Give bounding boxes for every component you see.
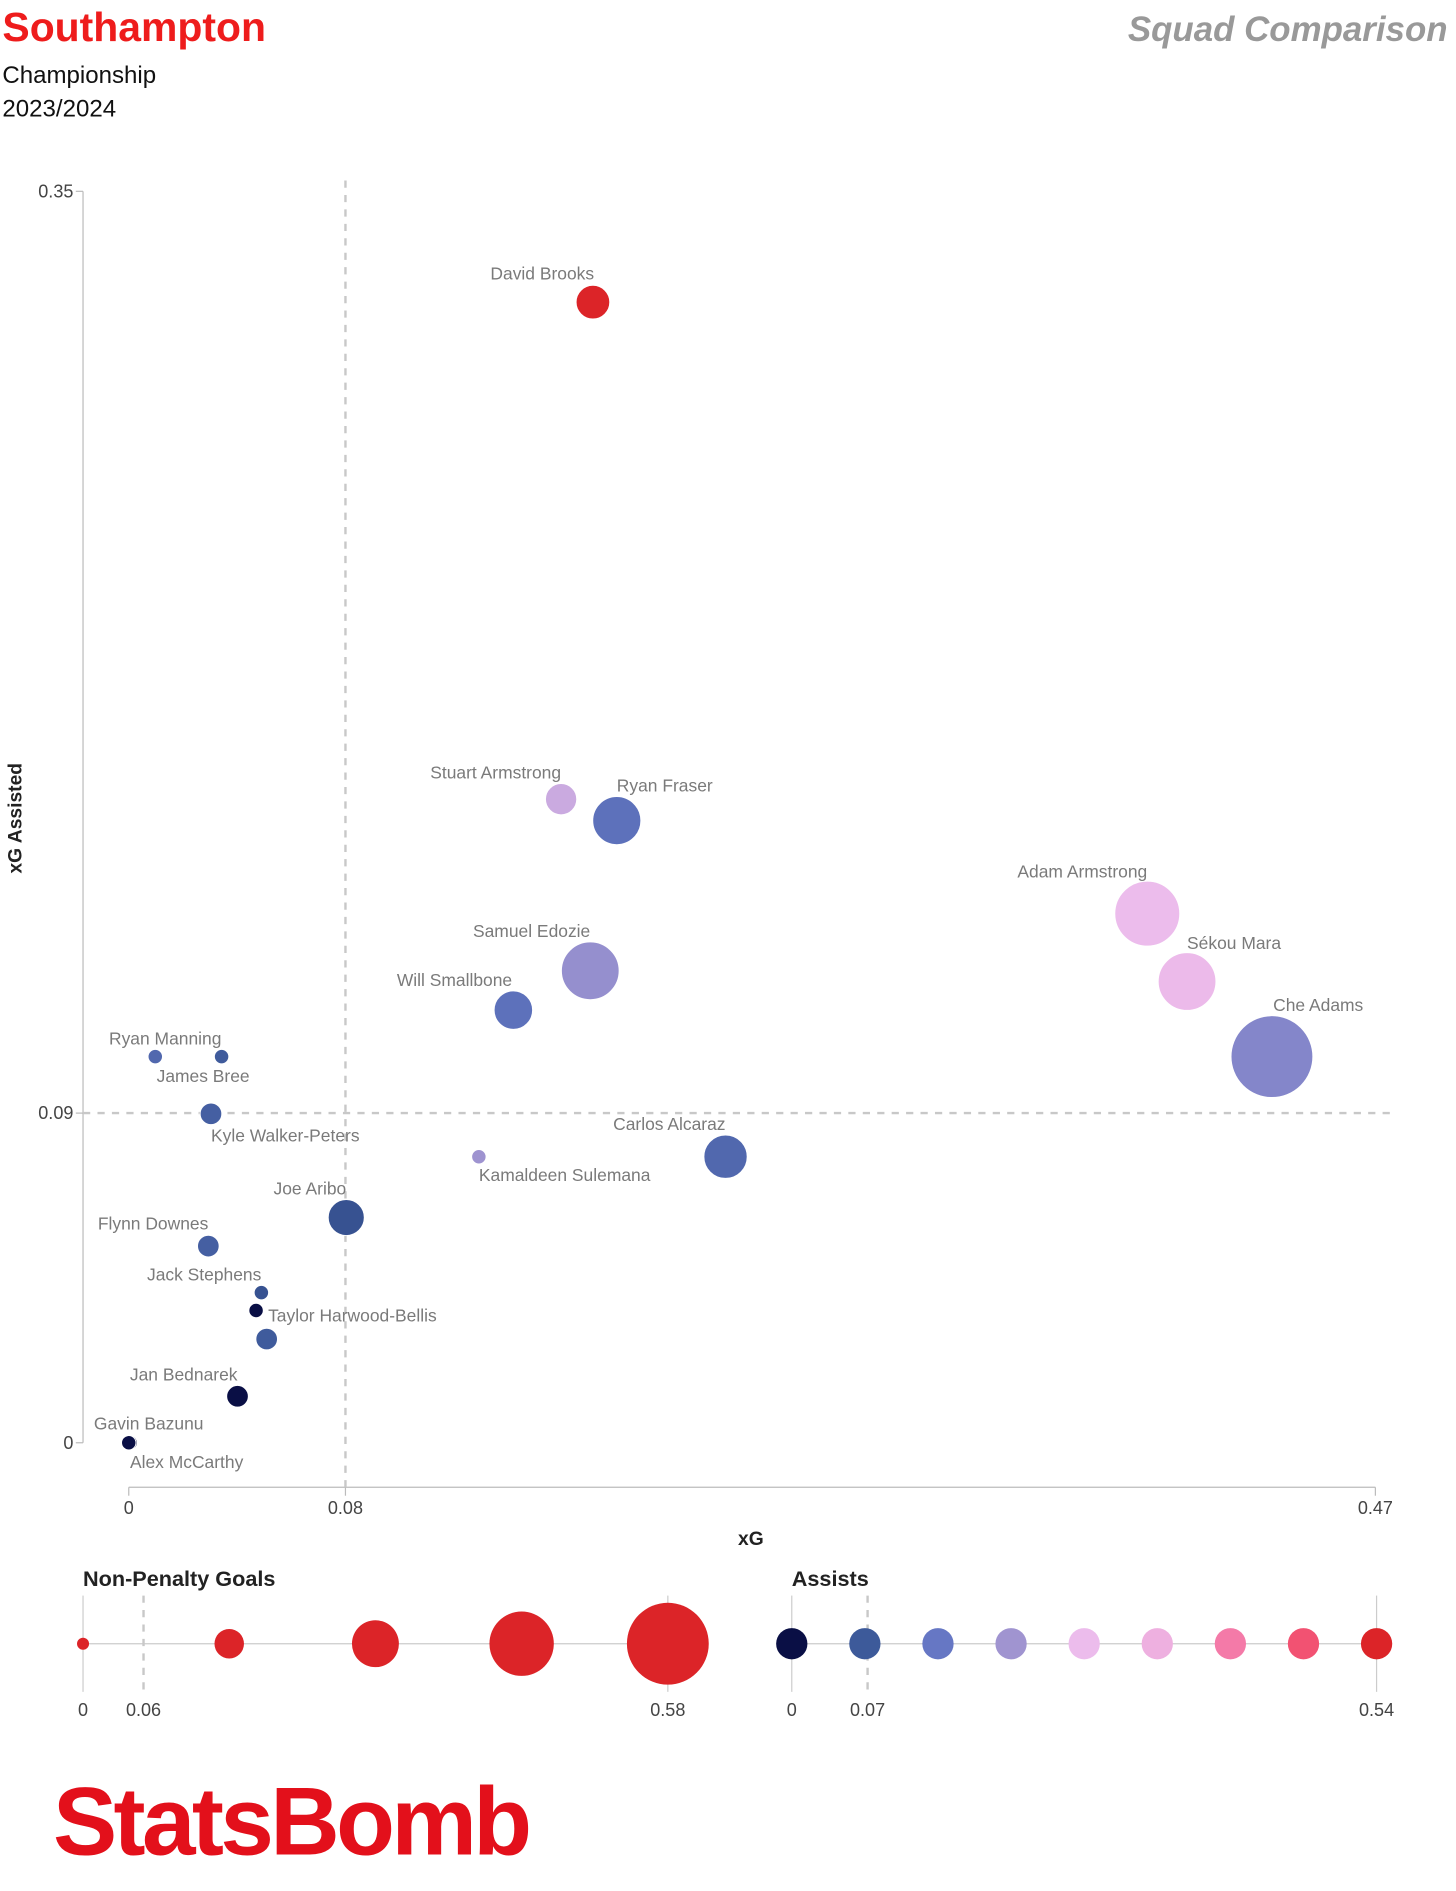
player-point xyxy=(575,284,611,320)
legend-color-swatch xyxy=(776,1628,808,1660)
player-label: Kyle Walker-Peters xyxy=(211,1125,360,1145)
legend-color-mean-label: 0.07 xyxy=(850,1700,885,1720)
legend-size-title: Non-Penalty Goals xyxy=(83,1566,275,1591)
legend-color-swatch xyxy=(1141,1628,1173,1660)
legend-size-circle xyxy=(214,1628,244,1659)
legend-size-max-label: 0.58 xyxy=(650,1700,685,1720)
player-label: Jack Stephens xyxy=(147,1265,262,1285)
legend-non-penalty-goals: Non-Penalty Goals 0 0.06 0.58 xyxy=(77,1566,709,1720)
player-label: Taylor Harwood-Bellis xyxy=(268,1305,437,1325)
legend-color-min-label: 0 xyxy=(787,1700,797,1720)
player-label: Flynn Downes xyxy=(98,1213,209,1233)
player-label: Joe Aribo xyxy=(274,1179,347,1199)
player-point xyxy=(592,796,642,846)
player-label: Ryan Manning xyxy=(109,1029,221,1049)
player-point xyxy=(255,1327,278,1351)
competition: Championship xyxy=(2,62,156,89)
player-point xyxy=(560,941,620,1001)
player-point xyxy=(248,1302,264,1319)
player-label: James Bree xyxy=(157,1066,250,1086)
axes: 0 0.09 0.35 0 0.08 0.47 xyxy=(38,180,1393,1518)
player-point xyxy=(471,1149,487,1165)
player-point xyxy=(199,1102,223,1126)
player-label: Sékou Mara xyxy=(1187,933,1281,953)
legend-color-swatch xyxy=(849,1628,881,1660)
player-label: Alex McCarthy xyxy=(130,1452,244,1472)
legend-color-swatch xyxy=(1360,1628,1393,1660)
player-label: Stuart Armstrong xyxy=(430,763,561,783)
report-title: Squad Comparison xyxy=(1128,10,1448,49)
legend-color-max-label: 0.54 xyxy=(1359,1700,1394,1720)
player-label: Adam Armstrong xyxy=(1017,861,1147,881)
points: David Brooks Stuart Armstrong Ryan Fraser A… xyxy=(94,263,1364,1472)
player-point xyxy=(1114,880,1181,947)
legend-color-swatch xyxy=(1214,1628,1247,1660)
player-point xyxy=(703,1134,748,1179)
y-tick-label: 0.09 xyxy=(38,1103,73,1123)
player-point xyxy=(493,990,534,1030)
player-label: Che Adams xyxy=(1273,995,1363,1015)
legend-size-circle xyxy=(77,1637,90,1650)
legend-color-swatch xyxy=(995,1628,1027,1660)
x-tick-label: 0 xyxy=(124,1498,134,1518)
legend-size-circle xyxy=(489,1611,554,1676)
x-tick-label: 0.08 xyxy=(328,1498,363,1518)
player-point xyxy=(1230,1015,1314,1099)
season: 2023/2024 xyxy=(2,96,116,123)
x-axis-label: xG xyxy=(738,1529,764,1550)
player-label: Ryan Fraser xyxy=(617,776,713,796)
player-point xyxy=(121,1435,137,1451)
player-point xyxy=(1157,952,1217,1011)
player-point xyxy=(226,1384,249,1408)
legend-size-mean-label: 0.06 xyxy=(126,1700,161,1720)
team-name: Southampton xyxy=(2,4,266,50)
player-label: Will Smallbone xyxy=(397,970,512,990)
legend-size-min-label: 0 xyxy=(78,1700,88,1720)
player-point xyxy=(327,1198,365,1237)
player-label: Gavin Bazunu xyxy=(94,1414,204,1434)
player-label: Carlos Alcaraz xyxy=(613,1114,725,1134)
y-tick-label: 0.35 xyxy=(38,181,73,201)
statsbomb-logo: StatsBomb xyxy=(53,1768,529,1875)
player-label: David Brooks xyxy=(490,263,594,283)
player-point xyxy=(213,1048,230,1065)
legend-size-circle xyxy=(626,1602,709,1685)
player-label: Kamaldeen Sulemana xyxy=(479,1165,651,1185)
y-axis-label: xG Assisted xyxy=(6,763,27,874)
player-point xyxy=(253,1284,270,1301)
legend-color-title: Assists xyxy=(792,1566,869,1591)
legend-size-circle xyxy=(351,1620,399,1668)
legend-color-swatch xyxy=(1068,1628,1100,1660)
legend-color-swatch xyxy=(922,1628,954,1660)
legend-assists: Assists 0 0.07 0.54 xyxy=(776,1566,1394,1720)
legend-color-swatch xyxy=(1287,1628,1320,1660)
player-point xyxy=(544,783,578,816)
player-point xyxy=(147,1048,163,1065)
x-tick-label: 0.47 xyxy=(1358,1498,1393,1518)
y-tick-label: 0 xyxy=(63,1433,73,1453)
player-point xyxy=(197,1234,220,1258)
player-label: Samuel Edozie xyxy=(473,921,590,941)
player-label: Jan Bednarek xyxy=(130,1365,238,1385)
